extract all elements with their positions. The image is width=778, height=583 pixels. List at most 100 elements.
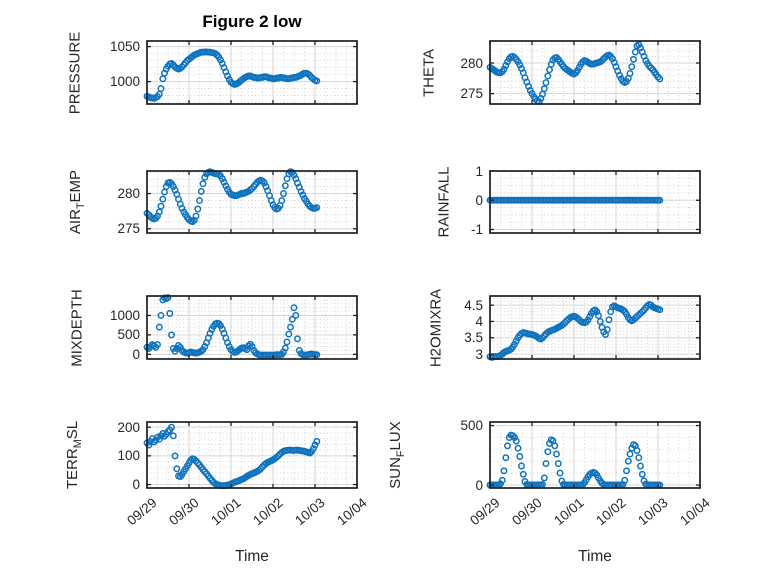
y-tick-label: 500 (117, 327, 140, 343)
y-axis-label: H2OMIXRA (428, 288, 445, 366)
y-tick-label: 280 (460, 55, 483, 71)
x-tick-label: 10/04 (334, 495, 370, 529)
plot-area-rainfall (486, 170, 701, 234)
tick-marks (489, 170, 701, 233)
plot-area-pressure (143, 40, 358, 105)
axes-box (489, 295, 701, 360)
y-tick-label: -1 (470, 221, 483, 237)
y-axis-label-subscript: F (395, 450, 407, 458)
y-tick-label: 200 (117, 419, 140, 435)
tick-marks (489, 422, 701, 488)
y-tick-label: 4 (475, 313, 483, 329)
subplot-theta: 275 280 THETA (421, 40, 701, 106)
x-tick-label: 10/02 (593, 495, 629, 529)
axes-box (489, 421, 701, 489)
data-series (143, 168, 321, 226)
x-tick-label: 10/01 (551, 495, 587, 529)
y-tick-label: 1050 (109, 39, 140, 55)
x-tick-label: 09/29 (124, 495, 160, 529)
minor-grid (490, 41, 700, 104)
minor-grid (147, 41, 357, 104)
y-axis-label-text: H2OMIXRA (427, 288, 445, 367)
x-axis-label-left: Time (235, 548, 269, 565)
figure-title: Figure 2 low (202, 12, 302, 31)
tick-marks (146, 171, 358, 233)
y-tick-label: 0 (132, 477, 140, 493)
data-series (486, 196, 664, 204)
axes-box (146, 40, 358, 105)
y-tick-label: 3 (475, 346, 483, 362)
x-tick-label: 10/03 (292, 495, 328, 529)
y-axis-label-text: LUX (387, 421, 404, 451)
x-tick-label: 10/03 (635, 495, 671, 529)
x-tick-label: 10/01 (208, 495, 244, 529)
axes-box (489, 40, 701, 105)
y-tick-label: 275 (117, 221, 140, 237)
y-tick-label: 280 (117, 186, 140, 202)
subplot-air-temp: 275 280 AIRTEMP (67, 168, 358, 236)
subplot-sun-flux: 0 500 SUNFLUX 09/29 09/30 10/01 10/02 10/03 10/0… (387, 418, 713, 528)
subplot-h2omixra: 3 3.5 4 4.5 H2OMIXRA (428, 288, 701, 367)
major-grid (146, 422, 358, 488)
x-tick-label: 09/29 (467, 495, 503, 529)
axes-box (146, 170, 358, 234)
tick-marks (489, 41, 701, 104)
axes-box (489, 170, 701, 234)
tick-marks (146, 422, 358, 488)
y-tick-label: 3.5 (464, 330, 483, 346)
y-tick-label: 1 (475, 163, 483, 179)
y-axis-label-text: THETA (420, 48, 438, 97)
plot-area-terr_msl (143, 421, 358, 490)
major-grid (489, 296, 701, 359)
data-series (143, 294, 321, 359)
y-tick-label: 0 (132, 346, 140, 362)
tick-marks (146, 296, 358, 359)
y-axis-label-text: AIR (67, 209, 84, 235)
y-axis-label: PRESSURE (67, 31, 84, 114)
y-axis-label-text: EMP (67, 169, 84, 203)
y-tick-label: 1000 (109, 307, 140, 323)
y-tick-label: 100 (117, 448, 140, 464)
x-axis-label-right: Time (578, 548, 612, 565)
y-tick-label: 4.5 (464, 297, 483, 313)
tick-marks (489, 296, 701, 359)
x-tick-label: 09/30 (166, 495, 202, 529)
y-axis-label: SUNFLUX (387, 421, 407, 488)
axes-box (146, 295, 358, 360)
y-axis-label-text: PRESSURE (66, 31, 84, 114)
axes-box (146, 421, 358, 489)
y-axis-label: THETA (421, 48, 438, 96)
y-axis-label-subscript: T (75, 202, 87, 210)
data-series (143, 423, 321, 490)
y-axis-label-text: RAINFALL (435, 166, 453, 238)
y-tick-label: 275 (460, 86, 483, 102)
major-grid (146, 41, 358, 104)
x-tick-label: 09/30 (509, 495, 545, 529)
y-axis-label: AIRTEMP (67, 170, 87, 234)
plot-area-air_temp (143, 168, 358, 234)
y-axis-label: RAINFALL (436, 167, 453, 238)
subplot-pressure: 1000 1050 PRESSURE (67, 31, 358, 114)
plot-area-h2omixra (486, 295, 701, 361)
y-axis-label-text: SUN (387, 457, 404, 489)
data-series (143, 48, 321, 102)
plot-area-theta (486, 40, 701, 106)
plot-area-mixdepth (143, 294, 358, 360)
y-tick-label: 0 (475, 477, 483, 493)
x-tick-label: 10/04 (677, 495, 713, 529)
data-series (486, 41, 664, 106)
y-axis-label-text: MIXDEPTH (68, 288, 86, 367)
data-series (486, 301, 664, 361)
y-tick-label: 500 (460, 418, 483, 434)
subplot-mixdepth: 0 500 1000 MIXDEPTH (69, 289, 358, 366)
minor-grid (490, 171, 700, 233)
y-axis-label-text: SL (64, 420, 81, 440)
y-tick-label: 1000 (109, 74, 140, 90)
x-tick-label: 10/02 (250, 495, 286, 529)
y-axis-label: TERRMSL (64, 421, 84, 489)
tick-marks (146, 41, 358, 104)
data-series (486, 431, 664, 489)
subplot-terr-msl: 0 100 200 TERRMSL 09/29 09/30 10/01 10/02 10/03 1… (64, 420, 370, 529)
y-axis-label: MIXDEPTH (69, 289, 86, 367)
